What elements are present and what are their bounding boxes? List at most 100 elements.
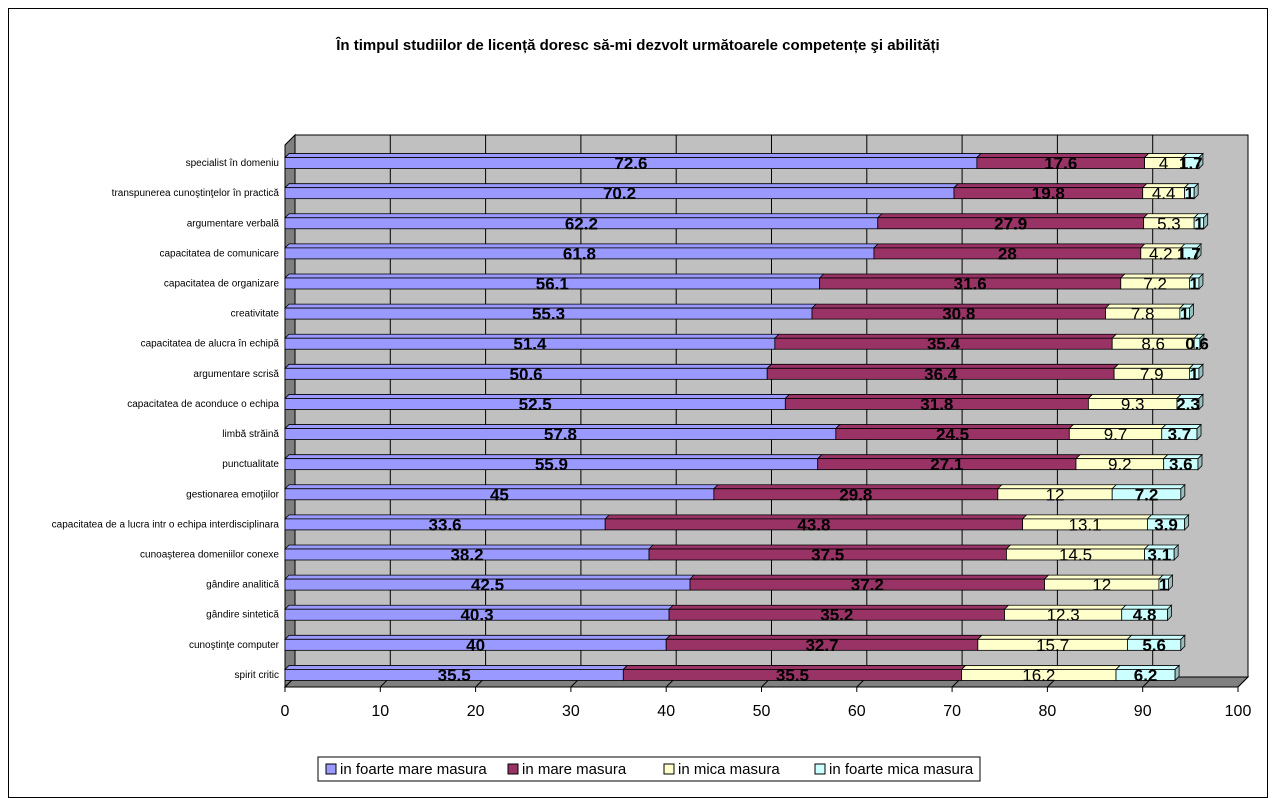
data-label: 35.2 xyxy=(820,606,853,625)
x-tick-label: 90 xyxy=(1134,703,1152,720)
data-label: 12 xyxy=(1046,485,1065,504)
category-label: limbă străină xyxy=(222,429,279,440)
bar-end-face xyxy=(1174,664,1180,682)
category-label: capacitatea de alucra în echipă xyxy=(141,339,280,350)
data-label: 1 xyxy=(1194,214,1203,233)
bar-end-face xyxy=(1188,303,1194,321)
data-label: 24.5 xyxy=(936,425,969,444)
data-label: 4.4 xyxy=(1152,184,1176,203)
data-label: 40.3 xyxy=(460,606,493,625)
legend-swatch xyxy=(814,763,826,775)
data-label: 27.9 xyxy=(994,214,1027,233)
data-label: 8.6 xyxy=(1141,335,1165,354)
data-label: 3.9 xyxy=(1154,515,1178,534)
data-label: 4 xyxy=(1159,154,1168,173)
data-label: 13.1 xyxy=(1068,515,1101,534)
legend-swatch xyxy=(507,763,519,775)
data-label: 37.5 xyxy=(811,546,844,565)
data-label: 35.5 xyxy=(776,666,809,685)
x-tick-label: 20 xyxy=(467,703,485,720)
category-label: creativitate xyxy=(231,309,280,320)
x-tick-label: 40 xyxy=(657,703,675,720)
bar-end-face xyxy=(1198,363,1204,381)
data-label: 70.2 xyxy=(603,184,636,203)
category-label: cunoaşterea domeniilor conexe xyxy=(140,550,279,561)
legend-swatch xyxy=(663,763,675,775)
bar-end-face xyxy=(1203,212,1209,230)
legend-label: in mica masura xyxy=(678,761,780,778)
data-label: 1.7 xyxy=(1177,244,1201,263)
data-label: 1.7 xyxy=(1179,154,1203,173)
x-tick-label: 60 xyxy=(848,703,866,720)
data-label: 31.6 xyxy=(954,275,987,294)
x-tick-label: 80 xyxy=(1039,703,1057,720)
data-label: 7.2 xyxy=(1135,485,1159,504)
bar-end-face xyxy=(1184,513,1190,531)
data-label: 50.6 xyxy=(510,365,543,384)
category-label: capacitatea de aconduce o echipa xyxy=(127,399,279,410)
bar-end-face xyxy=(1196,242,1202,260)
data-label: 3.1 xyxy=(1148,546,1172,565)
data-label: 56.1 xyxy=(536,275,569,294)
data-label: 7.8 xyxy=(1131,305,1155,324)
data-label: 14.5 xyxy=(1059,546,1092,565)
bar-end-face xyxy=(1196,423,1202,441)
data-label: 17.6 xyxy=(1044,154,1077,173)
bar-end-face xyxy=(1180,483,1186,501)
x-tick-label: 0 xyxy=(281,703,290,720)
data-label: 2.3 xyxy=(1176,395,1200,414)
category-label: capacitatea de organizare xyxy=(164,279,280,290)
data-label: 36.4 xyxy=(924,365,958,384)
data-label: 3.6 xyxy=(1169,455,1193,474)
data-label: 0.6 xyxy=(1185,335,1209,354)
data-label: 55.9 xyxy=(535,455,568,474)
data-label: 55.3 xyxy=(532,305,565,324)
data-label: 27.1 xyxy=(930,455,963,474)
data-label: 1 xyxy=(1189,365,1198,384)
legend-swatch xyxy=(325,763,337,775)
floor-tick xyxy=(1237,676,1249,688)
category-label: argumentare scrisă xyxy=(193,369,279,380)
data-label: 1 xyxy=(1185,184,1194,203)
bar-end-face xyxy=(1198,393,1204,411)
x-tick-label: 30 xyxy=(562,703,580,720)
data-label: 51.4 xyxy=(513,335,547,354)
data-label: 1 xyxy=(1189,275,1198,294)
data-label: 9.3 xyxy=(1121,395,1145,414)
legend-label: in foarte mare masura xyxy=(340,761,487,778)
x-tick-label: 50 xyxy=(753,703,771,720)
bar-end-face xyxy=(1198,273,1204,290)
category-label: spirit critic xyxy=(235,670,279,681)
data-label: 7.2 xyxy=(1143,275,1167,294)
category-label: transpunerea cunoştinţelor în practică xyxy=(112,188,280,199)
bar-end-face xyxy=(1167,604,1172,622)
data-label: 3.7 xyxy=(1168,425,1192,444)
data-label: 31.8 xyxy=(920,395,953,414)
data-label: 72.6 xyxy=(614,154,647,173)
data-label: 43.8 xyxy=(797,515,830,534)
category-label: cunoştinţe computer xyxy=(189,640,280,651)
chart-title: În timpul studiilor de licență doresc să… xyxy=(335,36,939,54)
data-label: 52.5 xyxy=(519,395,552,414)
data-label: 4.8 xyxy=(1133,606,1157,625)
data-label: 33.6 xyxy=(429,515,462,534)
data-label: 12 xyxy=(1092,576,1111,595)
bar-end-face xyxy=(1173,544,1179,561)
category-label: gândire analitică xyxy=(206,580,279,591)
category-label: punctualitate xyxy=(222,459,279,470)
bar-end-face xyxy=(1180,634,1186,652)
data-label: 62.2 xyxy=(565,214,598,233)
data-label: 37.2 xyxy=(851,576,884,595)
plot-area: 0 10 20 30 40 50 60 70 80 90 100 specialist în dome… xyxy=(52,133,1251,720)
category-label: gestionarea emoţiilor xyxy=(186,489,279,500)
legend-label: in foarte mica masura xyxy=(829,761,974,778)
data-label: 12.3 xyxy=(1047,606,1080,625)
data-label: 6.2 xyxy=(1134,666,1158,685)
bar-end-face xyxy=(1198,152,1204,170)
data-label: 57.8 xyxy=(544,425,577,444)
data-label: 28 xyxy=(998,244,1017,263)
bar-end-face xyxy=(1168,574,1173,592)
data-label: 7.9 xyxy=(1140,365,1164,384)
data-label: 5.6 xyxy=(1142,636,1166,655)
